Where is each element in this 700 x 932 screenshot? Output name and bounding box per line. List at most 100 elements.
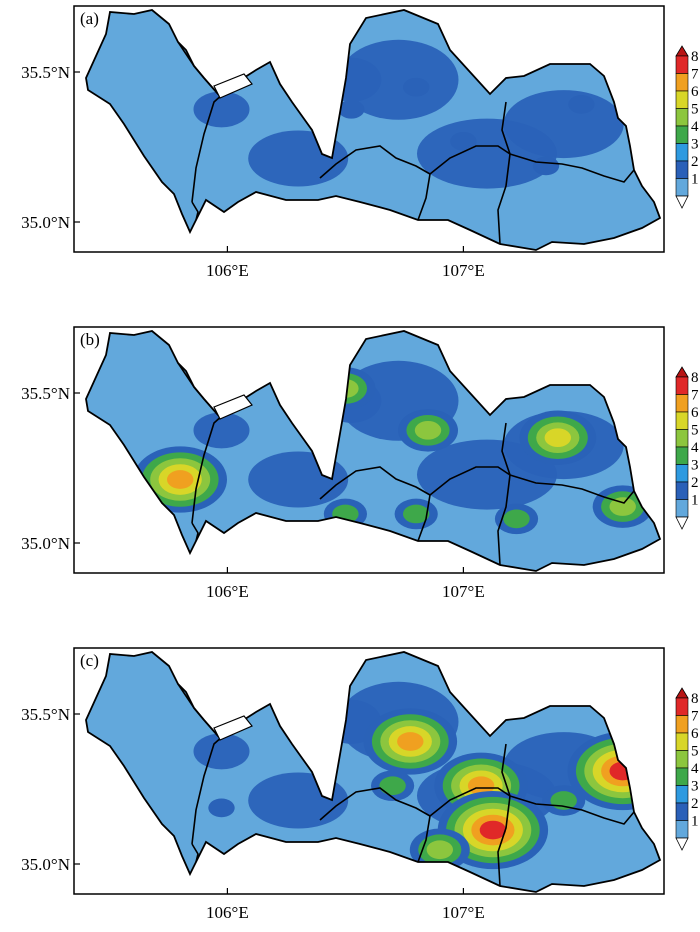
colorbar-label: 4 — [691, 761, 699, 777]
colorbar-bin — [675, 732, 689, 751]
colorbar-bin — [675, 376, 689, 395]
colorbar-label: 4 — [691, 440, 699, 456]
colorbar-bin — [675, 90, 689, 109]
hotspot-ring — [338, 99, 365, 119]
county-border — [429, 787, 511, 817]
county-border — [417, 494, 431, 542]
colorbar: 8 76 54 32 1 — [675, 687, 699, 851]
colorbar-bin — [675, 55, 689, 74]
precip-field — [193, 681, 660, 871]
hotspot-ring — [609, 497, 636, 516]
county-border — [501, 101, 511, 155]
colorbar-bin — [675, 499, 689, 518]
colorbar-bin — [675, 481, 689, 500]
hotspot-ring — [467, 776, 495, 796]
colorbar-label: 8 — [691, 691, 699, 707]
colorbar-bin — [675, 446, 689, 465]
hotspot-ring — [450, 131, 477, 151]
colorbar-bin — [675, 429, 689, 448]
colorbar-bin — [675, 143, 689, 162]
level-2-area — [338, 39, 459, 120]
colorbar-label: 1 — [691, 814, 699, 830]
colorbar-bin — [675, 160, 689, 179]
county-border — [319, 145, 431, 179]
colorbar-max-arrow — [675, 366, 689, 378]
county-border — [509, 795, 635, 825]
lon-tick-label: 107°E — [442, 903, 485, 922]
hotspot-ring — [532, 156, 560, 176]
county-border — [501, 422, 511, 476]
county-border — [497, 474, 511, 566]
colorbar-bin — [675, 178, 689, 197]
panel-tag: (a) — [80, 9, 99, 28]
colorbar: 8 76 54 32 1 — [675, 366, 699, 530]
map-panel-a: (a) 35.5°N 35.0°N 106°E 107°E — [21, 5, 665, 280]
colorbar-bin — [675, 73, 689, 92]
lat-tick-label: 35.0°N — [21, 534, 70, 553]
lat-tick-label: 35.5°N — [21, 384, 70, 403]
map-panel-c: (c) 35.5°N 35.0°N 106°E 107°E — [21, 647, 665, 922]
colorbar-label: 3 — [691, 458, 699, 474]
county-border — [417, 815, 431, 863]
colorbar-label: 5 — [691, 423, 699, 439]
county-border — [319, 466, 431, 500]
colorbar-label: 2 — [691, 475, 699, 491]
colorbar-label: 2 — [691, 154, 699, 170]
lon-tick-label: 106°E — [206, 261, 249, 280]
level-2-area — [193, 412, 250, 449]
colorbar-bin — [675, 785, 689, 804]
region-fill — [86, 10, 660, 250]
level-2-area — [503, 90, 624, 159]
colorbar-label: 8 — [691, 49, 699, 65]
hotspot-ring — [403, 77, 430, 97]
county-border — [497, 795, 511, 887]
county-border — [191, 843, 199, 863]
colorbar-label: 7 — [691, 388, 699, 404]
hotspot-ring — [397, 732, 424, 751]
lon-tick-label: 107°E — [442, 582, 485, 601]
colorbar-bin — [675, 750, 689, 769]
colorbar-label: 2 — [691, 796, 699, 812]
county-border — [319, 787, 431, 821]
county-border — [501, 743, 511, 797]
colorbar: 8 76 54 32 1 — [675, 45, 699, 209]
hotspot-ring — [379, 776, 406, 796]
lat-tick-label: 35.5°N — [21, 705, 70, 724]
colorbar-bin — [675, 108, 689, 127]
colorbar-label: 1 — [691, 172, 699, 188]
hotspot-ring — [544, 428, 571, 448]
colorbar-label: 7 — [691, 709, 699, 725]
colorbar-label: 5 — [691, 744, 699, 760]
river-notch — [213, 73, 253, 99]
hotspot-ring — [568, 95, 595, 114]
colorbar-min-arrow — [675, 516, 689, 530]
lon-tick-label: 106°E — [206, 903, 249, 922]
colorbar-bin — [675, 697, 689, 716]
county-border — [509, 153, 635, 183]
county-border — [417, 173, 431, 221]
colorbar-bin — [675, 715, 689, 734]
county-border — [429, 145, 511, 175]
colorbar-min-arrow — [675, 837, 689, 851]
county-border — [497, 153, 511, 245]
hotspot-ring — [479, 820, 507, 840]
hotspot-ring — [503, 509, 530, 529]
county-border — [509, 474, 635, 504]
colorbar-label: 1 — [691, 493, 699, 509]
colorbar-min-arrow — [675, 195, 689, 209]
county-border — [429, 466, 511, 496]
colorbar-label: 6 — [691, 405, 699, 421]
county-border — [191, 201, 199, 221]
colorbar-bin — [675, 767, 689, 786]
hotspot-ring — [414, 420, 442, 440]
colorbar-label: 4 — [691, 119, 699, 135]
colorbar-label: 6 — [691, 84, 699, 100]
colorbar-max-arrow — [675, 687, 689, 699]
colorbar-bin — [675, 802, 689, 821]
lon-tick-label: 106°E — [206, 582, 249, 601]
hotspot-ring — [403, 504, 430, 524]
level-2-area — [193, 733, 250, 770]
county-border — [191, 522, 199, 542]
hotspot-ring — [167, 470, 194, 489]
